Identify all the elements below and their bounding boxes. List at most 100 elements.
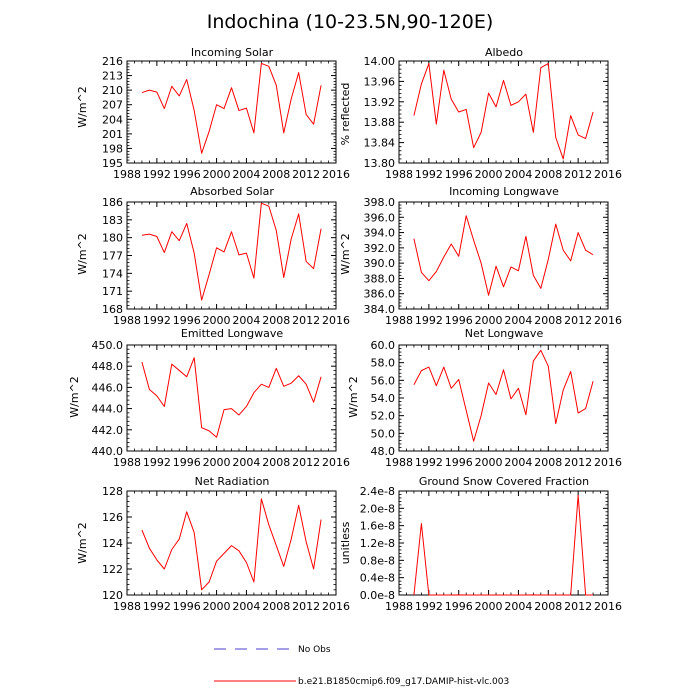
x-tick-label: 2000: [203, 456, 231, 469]
series-line: [413, 63, 594, 160]
plot-emitted-longwave: 1988 1992 1996 2000 2004 2008 2012 2016 440.0 442…: [92, 339, 351, 469]
y-tick-label: 444.0: [92, 403, 124, 416]
x-tick-label: 2016: [322, 168, 350, 181]
x-tick-label: 2012: [564, 456, 592, 469]
y-axis-label-ground-snow-covered-fraction: unitless: [339, 521, 352, 564]
y-tick-label: 198: [102, 142, 123, 155]
y-tick-label: 394.0: [364, 227, 396, 240]
x-tick-label: 1988: [113, 600, 141, 613]
x-tick-label: 1992: [143, 600, 171, 613]
panel-ground-snow-covered-fraction: Ground Snow Covered Fraction unitless 19…: [339, 475, 622, 613]
series-line: [141, 357, 322, 438]
panel-emitted-longwave: Emitted Longwave W/m^2 1988 1992 1996 2000 2…: [68, 327, 350, 469]
y-tick-label: 128: [102, 485, 123, 498]
series-line: [413, 215, 594, 296]
x-tick-label: 2000: [475, 168, 503, 181]
y-tick-label: 440.0: [92, 445, 124, 458]
y-tick-label: 216: [102, 55, 123, 68]
y-tick-label: 60.0: [371, 339, 396, 352]
plot-frame: [126, 60, 337, 164]
y-tick-label: 448.0: [92, 360, 124, 373]
x-tick-label: 2004: [504, 600, 532, 613]
x-tick-label: 1996: [173, 600, 201, 613]
main-title: Indochina (10-23.5N,90-120E): [207, 11, 494, 33]
y-tick-label: 1.2e-8: [360, 537, 395, 550]
y-axis-label-incoming-longwave: W/m^2: [339, 233, 352, 275]
panel-incoming-solar: Incoming Solar W/m^2 1988 1992 1996 2000 200…: [76, 46, 350, 181]
x-tick-label: 2012: [292, 168, 320, 181]
x-tick-label: 2016: [594, 314, 622, 327]
y-tick-label: 50.0: [371, 427, 396, 440]
x-tick-label: 1988: [385, 314, 413, 327]
x-tick-label: 2008: [262, 456, 290, 469]
y-tick-label: 13.92: [364, 96, 396, 109]
panel-title-incoming-solar: Incoming Solar: [191, 46, 274, 59]
plot-frame: [398, 344, 609, 452]
x-tick-label: 2008: [262, 600, 290, 613]
plot-ground-snow-covered-fraction: 1988 1992 1996 2000 2004 2008 2012 2016 0.0e-8 0.…: [360, 485, 622, 613]
x-tick-label: 2016: [594, 168, 622, 181]
y-tick-label: 171: [102, 285, 123, 298]
y-tick-label: 388.0: [364, 272, 396, 285]
x-tick-label: 1992: [415, 456, 443, 469]
x-tick-label: 1988: [113, 456, 141, 469]
y-tick-label: 386.0: [364, 288, 396, 301]
y-tick-label: 48.0: [371, 445, 396, 458]
y-tick-label: 183: [102, 214, 123, 227]
x-tick-label: 2012: [564, 314, 592, 327]
x-tick-label: 2016: [594, 600, 622, 613]
y-tick-label: 52.0: [371, 410, 396, 423]
plot-absorbed-solar: 1988 1992 1996 2000 2004 2008 2012 2016 168 171 17…: [102, 196, 350, 327]
y-tick-label: 120: [102, 589, 123, 602]
x-tick-label: 1992: [415, 168, 443, 181]
x-tick-label: 2008: [262, 314, 290, 327]
y-axis-label-albedo: % reflected: [339, 83, 352, 146]
y-tick-label: 398.0: [364, 196, 396, 209]
y-tick-label: 450.0: [92, 339, 124, 352]
y-tick-label: 180: [102, 232, 123, 245]
x-tick-label: 1988: [113, 314, 141, 327]
y-axis-label-net-radiation: W/m^2: [76, 522, 89, 564]
panel-title-ground-snow-covered-fraction: Ground Snow Covered Fraction: [419, 475, 589, 488]
x-tick-label: 2000: [475, 456, 503, 469]
x-tick-label: 1988: [385, 456, 413, 469]
y-tick-label: 58.0: [371, 357, 396, 370]
y-tick-label: 13.96: [364, 75, 396, 88]
x-tick-label: 1988: [385, 168, 413, 181]
y-axis-label-net-longwave: W/m^2: [347, 376, 360, 418]
y-tick-label: 13.84: [364, 137, 396, 150]
x-tick-label: 2012: [564, 600, 592, 613]
y-tick-label: 0.8e-8: [360, 554, 395, 567]
series-line: [141, 202, 322, 301]
x-tick-label: 2004: [504, 314, 532, 327]
y-tick-label: 126: [102, 511, 123, 524]
y-tick-label: 174: [102, 267, 123, 280]
plot-frame: [126, 490, 337, 596]
x-tick-label: 2008: [534, 168, 562, 181]
x-tick-label: 2000: [203, 600, 231, 613]
y-tick-label: 0.4e-8: [360, 572, 395, 585]
series-line: [413, 349, 594, 442]
y-tick-label: 442.0: [92, 424, 124, 437]
y-tick-label: 1.6e-8: [360, 520, 395, 533]
plot-frame: [398, 201, 609, 310]
y-axis-label-absorbed-solar: W/m^2: [76, 233, 89, 275]
x-tick-label: 2004: [232, 456, 260, 469]
y-axis-label-incoming-solar: W/m^2: [76, 86, 89, 128]
y-tick-label: 14.00: [364, 55, 396, 68]
panel-net-longwave: Net Longwave W/m^2 1988 1992 1996 2000 2004 2…: [347, 327, 622, 469]
x-tick-label: 1996: [445, 456, 473, 469]
x-tick-label: 1992: [415, 314, 443, 327]
y-tick-label: 177: [102, 250, 123, 263]
y-tick-label: 392.0: [364, 242, 396, 255]
y-tick-label: 210: [102, 84, 123, 97]
y-axis-label-emitted-longwave: W/m^2: [68, 376, 81, 418]
x-tick-label: 2004: [504, 168, 532, 181]
x-tick-label: 1996: [173, 456, 201, 469]
x-tick-label: 1996: [173, 168, 201, 181]
x-tick-label: 2012: [292, 456, 320, 469]
y-tick-label: 168: [102, 303, 123, 316]
x-tick-label: 2000: [203, 168, 231, 181]
x-tick-label: 2000: [475, 314, 503, 327]
